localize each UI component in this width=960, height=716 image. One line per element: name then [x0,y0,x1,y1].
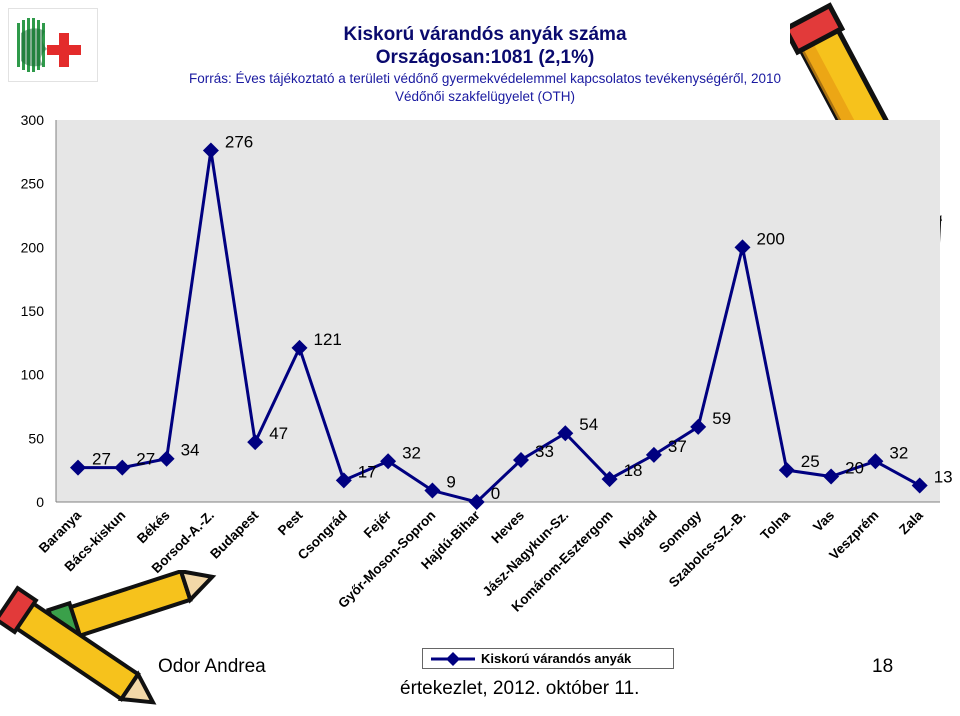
data-point-marker [380,453,397,470]
legend: Kiskorú várandós anyák [422,648,674,669]
data-point-marker [690,418,707,435]
data-point-marker [823,468,840,485]
x-tick-label: Vas [810,508,837,535]
page-number: 18 [872,656,894,677]
data-label: 33 [535,442,554,461]
y-tick-label: 150 [21,303,45,319]
y-tick-label: 300 [21,112,45,128]
data-label: 9 [446,473,455,492]
x-tick-label: Jász-Nagykun-Sz. [480,508,572,600]
data-point-marker [645,446,662,463]
x-tick-label: Budapest [207,507,261,561]
data-label: 20 [845,459,864,478]
data-label: 13 [934,467,953,486]
data-label: 47 [269,424,288,443]
data-label: 32 [889,443,908,462]
data-label: 276 [225,133,253,152]
x-tick-label: Nógrád [616,508,660,552]
data-point-marker [911,477,928,494]
data-label: 32 [402,443,421,462]
data-point-marker [734,239,751,256]
data-label: 27 [92,450,111,469]
x-tick-label: Fejér [361,507,395,541]
chart-subtitle: Országosan:1081 (2,1%) [375,47,595,68]
data-point-marker [202,142,219,159]
data-point-marker [778,462,795,479]
x-tick-label: Szabolcs-SZ.-B. [666,508,749,591]
y-tick-label: 200 [21,239,45,255]
x-tick-label: Heves [488,508,527,547]
x-tick-label: Zala [896,507,926,537]
y-tick-label: 50 [28,430,44,446]
logo-image [8,8,98,82]
plot-area [56,120,940,502]
data-point-marker [70,459,86,476]
data-label: 27 [136,450,155,469]
data-point-marker [867,453,884,470]
series-line [78,150,921,504]
data-label: 25 [801,452,820,471]
x-tick-label: Pest [275,507,306,538]
source-note-2: Védőnői szakfelügyelet (OTH) [394,89,576,104]
data-label: 0 [491,484,500,503]
data-point-marker [158,450,175,467]
legend-label: Kiskorú várandós anyák [481,651,632,666]
pencils-decoration-icon [0,570,217,705]
health-cross-logo-icon [17,18,81,72]
data-point-marker [424,482,441,499]
y-tick-label: 100 [21,367,45,383]
legend-marker-icon [431,652,475,666]
x-tick-label: Békés [134,508,173,547]
data-label: 18 [624,461,643,480]
data-point-marker [114,459,131,476]
y-tick-label: 250 [21,176,45,192]
data-point-marker [291,339,308,356]
x-tick-label: Tolna [758,507,794,543]
data-label: 37 [668,437,687,456]
footer-author: Odor Andrea [158,656,266,677]
data-point-marker [601,471,618,488]
data-point-marker [468,494,485,510]
y-tick-label: 0 [36,494,44,510]
data-label: 200 [757,229,785,248]
data-point-marker [513,451,529,468]
footer-event: értekezlet, 2012. október 11. [400,678,640,699]
data-label: 17 [358,462,377,481]
data-label: 59 [712,409,731,428]
chart-title: Kiskorú várandós anyák száma [343,24,627,45]
data-label: 54 [579,415,598,434]
data-point-marker [335,472,352,489]
data-point-marker [247,434,264,451]
data-label: 34 [181,441,200,460]
data-label: 121 [314,330,342,349]
data-point-marker [557,425,574,442]
source-note: Forrás: Éves tájékoztató a területi védő… [188,71,782,86]
